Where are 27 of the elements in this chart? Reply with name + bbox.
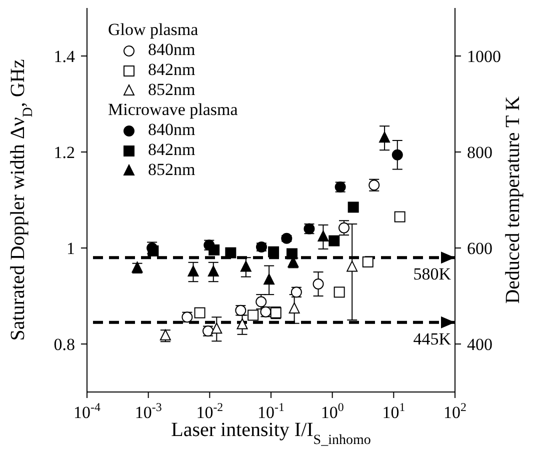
y-tick-label: 1.4: [54, 47, 76, 66]
y2-tick-label: 1000: [467, 47, 501, 66]
x-axis-title: Laser intensity I/I$_{S_inhomo}$: [171, 419, 371, 448]
legend-label: 842nm: [148, 140, 196, 159]
legend-label: 852nm: [148, 160, 196, 179]
y2-tick-label: 800: [467, 143, 492, 162]
x-tick-label: 10$^{2}$: [444, 400, 467, 422]
ref-line-label: 580K: [413, 264, 452, 284]
x-tick-label: 10$^{-4}$: [74, 400, 101, 422]
x-tick-label: 10$^{-2}$: [196, 400, 224, 422]
annotation: Microwave plasma: [108, 100, 238, 120]
y2-tick-label: 400: [467, 335, 492, 354]
x-tick-label: 10$^{0}$: [320, 400, 344, 422]
y-tick-label: 1.2: [54, 143, 75, 162]
y2-tick-label: 600: [467, 239, 492, 258]
legend-label: 842nm: [148, 60, 196, 79]
x-tick-label: 10$^{1}$: [382, 400, 406, 422]
y2-axis-title: Deduced temperature T K: [502, 96, 524, 304]
y-tick-label: 0.8: [54, 335, 75, 354]
legend-label: 840nm: [148, 120, 196, 139]
annotation: Glow plasma: [108, 20, 200, 40]
ref-line-label: 445K: [413, 329, 452, 348]
x-tick-label: 10$^{-3}$: [134, 400, 162, 422]
x-tick-label: 10$^{-1}$: [258, 400, 285, 422]
legend-label: 840nm: [148, 40, 196, 59]
legend-label: 852nm: [148, 80, 196, 99]
y-tick-label: 1: [66, 239, 75, 258]
